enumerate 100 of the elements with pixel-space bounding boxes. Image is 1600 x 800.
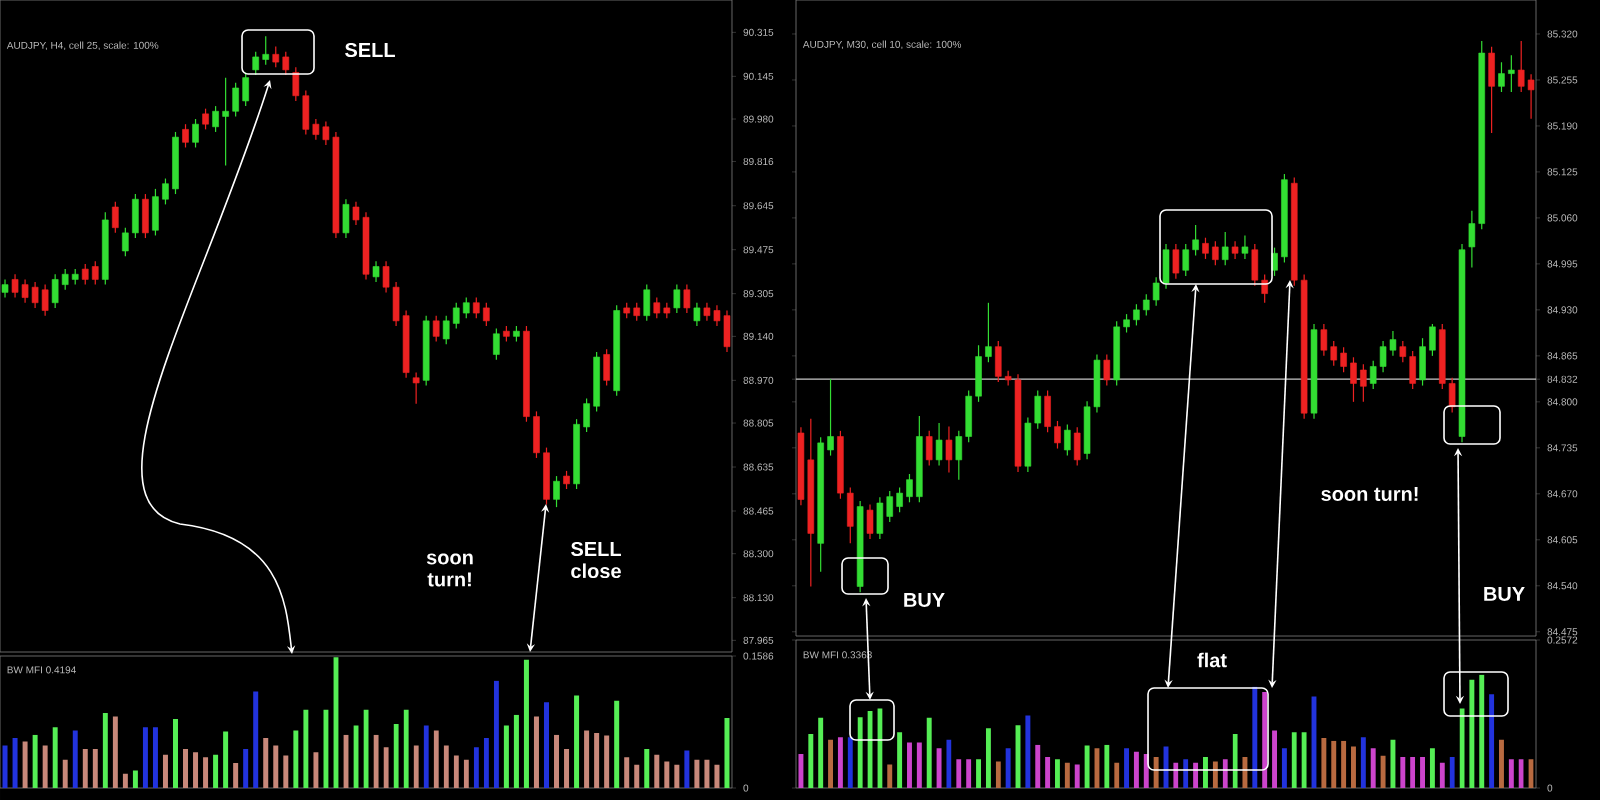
bar <box>72 730 78 789</box>
annotation: SELL close <box>571 541 621 579</box>
candlestick <box>372 260 380 283</box>
bar <box>1380 755 1386 789</box>
bar <box>1321 737 1327 789</box>
bar <box>1124 748 1130 789</box>
candlestick <box>866 503 874 540</box>
candlestick <box>1073 426 1081 467</box>
bar <box>253 691 259 789</box>
bar <box>1074 764 1080 789</box>
bar <box>1410 756 1416 789</box>
bar <box>102 713 108 789</box>
bar <box>985 728 991 789</box>
bar <box>1035 744 1041 789</box>
bar <box>172 718 178 789</box>
bar <box>664 761 670 789</box>
candlestick <box>603 348 610 387</box>
bar <box>1242 756 1248 789</box>
candlestick <box>142 193 149 239</box>
candlestick <box>1409 350 1416 390</box>
bar <box>798 754 804 789</box>
bar <box>1508 759 1514 789</box>
candlestick <box>1054 420 1061 450</box>
bar <box>1420 756 1426 789</box>
bar <box>564 748 570 789</box>
annotation: SELL <box>345 42 395 58</box>
bar <box>808 733 814 789</box>
candlestick <box>1231 240 1239 260</box>
bar <box>1351 746 1356 789</box>
bar <box>614 700 620 789</box>
bar <box>857 717 863 789</box>
bar <box>1045 756 1051 789</box>
candlestick <box>563 470 570 490</box>
bar <box>1272 730 1278 789</box>
bar <box>423 725 429 789</box>
bar <box>62 759 68 789</box>
candlestick <box>432 315 440 343</box>
candlestick <box>1103 353 1111 387</box>
bar <box>223 731 229 789</box>
candlestick <box>292 66 300 102</box>
candlestick <box>1399 340 1407 363</box>
candlestick <box>1044 389 1051 433</box>
bar <box>1183 759 1189 789</box>
bar <box>2 745 8 789</box>
bar <box>554 734 560 789</box>
bar <box>936 748 942 789</box>
bar <box>473 747 479 789</box>
bar <box>1489 694 1495 789</box>
bar <box>724 718 730 789</box>
bar <box>1262 691 1268 789</box>
bar <box>995 761 1001 789</box>
bar <box>12 738 18 789</box>
bar <box>594 733 600 789</box>
bar <box>634 764 640 789</box>
bar <box>624 757 630 789</box>
annotation: BUY <box>1484 587 1525 601</box>
bar <box>694 759 700 789</box>
bar <box>1449 756 1455 789</box>
bar <box>1203 756 1208 789</box>
candlestick <box>553 475 560 508</box>
bar <box>42 745 48 789</box>
bar <box>533 716 539 789</box>
bar <box>847 737 853 789</box>
candlestick <box>925 430 933 467</box>
bar <box>193 752 199 789</box>
bar <box>263 738 269 789</box>
bar <box>1133 751 1139 789</box>
bar <box>654 754 660 789</box>
bar <box>543 702 549 789</box>
candlestick <box>1064 423 1071 457</box>
bar <box>32 734 38 789</box>
bar <box>373 734 379 789</box>
bar <box>584 730 590 789</box>
bar <box>1232 733 1238 789</box>
bar <box>443 745 449 789</box>
annotation: flat <box>1197 652 1227 668</box>
bar <box>674 764 680 789</box>
bar <box>1212 761 1218 789</box>
candlestick <box>1 278 9 299</box>
bar <box>1390 739 1396 789</box>
bar <box>463 759 469 789</box>
candlestick <box>673 284 681 314</box>
bar <box>604 735 610 789</box>
bar <box>1331 740 1337 789</box>
bar <box>453 755 459 789</box>
bar <box>1499 739 1504 789</box>
bar <box>916 742 922 789</box>
bar <box>897 732 903 789</box>
bar <box>704 759 710 789</box>
bar <box>1025 715 1031 789</box>
bar <box>493 680 499 789</box>
bar <box>828 739 834 789</box>
annotation: soon turn! <box>1321 487 1418 501</box>
bar <box>1281 748 1287 789</box>
candlestick <box>1162 243 1170 290</box>
bar <box>363 709 369 789</box>
candlestick <box>202 108 209 130</box>
bar <box>1153 756 1159 789</box>
bar <box>142 727 148 789</box>
candlestick <box>412 371 420 405</box>
